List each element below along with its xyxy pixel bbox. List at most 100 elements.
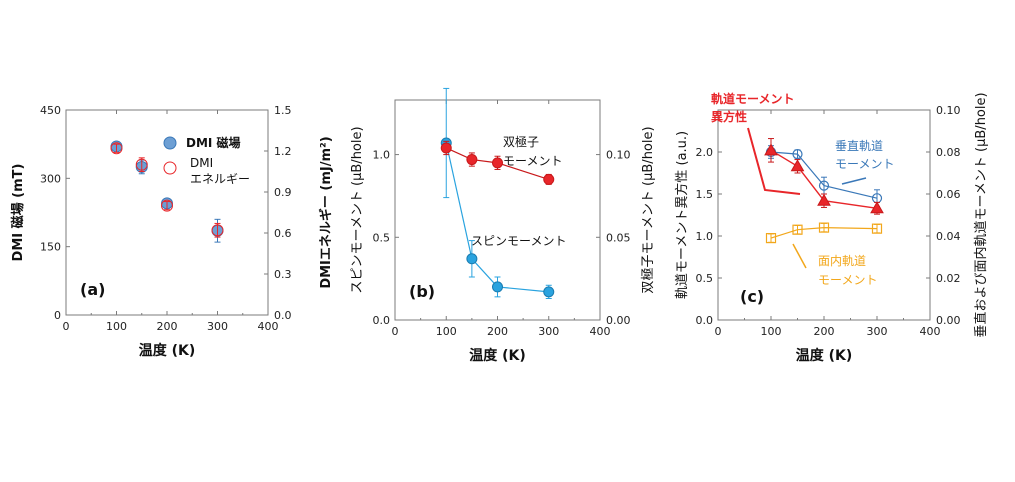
yr-tick-label: 1.5 <box>274 104 292 117</box>
dipole-moment-point <box>440 142 452 154</box>
dipole-moment-point <box>543 173 555 185</box>
x-tick-label: 200 <box>157 320 178 333</box>
yr-tick-label: 0.10 <box>936 104 961 117</box>
annotation-anisotropy-1: 軌道モーメント <box>711 91 795 106</box>
annotation-inplane-1: 面内軌道 <box>818 253 866 268</box>
annotation-inplane-2: モーメント <box>818 273 878 287</box>
x-tick-label: 200 <box>814 325 835 338</box>
y-axis-label-right: 垂直および面内軌道モーメント (μB/hole) <box>973 92 989 337</box>
legend-label-energy-2: エネルギー <box>190 172 250 186</box>
x-tick-label: 400 <box>920 325 941 338</box>
legend-marker-field <box>163 136 177 150</box>
anisotropy-point <box>870 201 884 214</box>
dmi-energy-point <box>211 224 224 237</box>
panel-1-axes: 0 100 200 300 400 0 150 300 450 0.0 0.3 0.6 0.9 1.2 1.… <box>10 104 334 359</box>
panel-2-axes: 0 100 200 300 400 0.0 0.5 1.0 0.00 0.05 0.10 温度 (K)… <box>350 87 656 364</box>
x-tick-label: 400 <box>258 320 279 333</box>
yl-tick-label: 300 <box>40 172 61 185</box>
panel-label: (a) <box>80 280 105 299</box>
y-axis-label-right: 双極子モーメント (μB/hole) <box>640 126 656 293</box>
yr-tick-label: 0.3 <box>274 268 292 281</box>
yr-tick-label: 0.08 <box>936 146 961 159</box>
y-axis-label-left: DMI 磁場 (mT) <box>10 164 26 262</box>
legend-marker-energy <box>163 161 177 175</box>
inplane-moment-line <box>770 226 878 239</box>
x-tick-label: 0 <box>715 325 722 338</box>
annotation-anisotropy-2: 異方性 <box>711 109 747 124</box>
yr-tick-label: 0.00 <box>606 314 631 327</box>
x-tick-label: 0 <box>392 325 399 338</box>
dmi-energy-point <box>135 158 148 171</box>
anisotropy-point <box>790 159 805 172</box>
perpendicular-moment-point <box>792 149 803 160</box>
annotation-perpendicular-1: 垂直軌道 <box>835 138 883 153</box>
yr-tick-label: 0.06 <box>936 188 961 201</box>
yr-tick-label: 0.10 <box>606 149 631 162</box>
x-tick-label: 400 <box>590 325 611 338</box>
x-tick-label: 100 <box>106 320 127 333</box>
yl-tick-label: 1.5 <box>696 188 714 201</box>
yl-tick-label: 0.5 <box>696 272 714 285</box>
x-tick-label: 100 <box>436 325 457 338</box>
inplane-pointer <box>792 243 807 269</box>
dmi-energy-point <box>161 199 173 212</box>
panel-3-axes: 0 100 200 300 400 0.0 0.5 1.0 1.5 2.0 0.00 0.02 0.04… <box>674 91 989 364</box>
x-tick-label: 0 <box>63 320 70 333</box>
x-tick-label: 200 <box>487 325 508 338</box>
yl-tick-label: 0.0 <box>696 314 714 327</box>
yr-tick-label: 0.6 <box>274 227 292 240</box>
anisotropy-point <box>817 193 831 206</box>
yl-tick-label: 450 <box>40 104 61 117</box>
spin-moment-point <box>466 253 478 265</box>
annotation-dipole-1: 双極子 <box>503 134 539 149</box>
panel-label: (c) <box>740 287 764 306</box>
spin-moment-line <box>445 142 549 293</box>
x-tick-label: 300 <box>538 325 559 338</box>
yl-tick-label: 0 <box>54 309 61 322</box>
annotation-dipole-2: モーメント <box>503 154 563 168</box>
panel-label: (b) <box>409 282 435 301</box>
yr-tick-label: 0.04 <box>936 230 961 243</box>
anisotropy-line <box>770 149 878 209</box>
yl-tick-label: 1.0 <box>373 149 391 162</box>
inplane-moment-point <box>792 224 803 235</box>
legend-label-field: DMI 磁場 <box>186 135 241 150</box>
dmi-energy-point <box>110 142 123 155</box>
yr-tick-label: 0.05 <box>606 231 631 244</box>
yl-tick-label: 0.0 <box>373 314 391 327</box>
x-tick-label: 100 <box>761 325 782 338</box>
yr-tick-label: 0.0 <box>274 309 292 322</box>
spin-moment-point <box>492 281 503 293</box>
annotation-spin: スピンモーメント <box>471 234 567 248</box>
yl-tick-label: 150 <box>40 241 61 254</box>
yr-tick-label: 0.00 <box>936 314 961 327</box>
yl-tick-label: 1.0 <box>696 230 714 243</box>
perpendicular-pointer <box>841 177 867 185</box>
perpendicular-moment-point <box>818 180 830 191</box>
dipole-moment-point <box>492 157 503 169</box>
legend-label-energy-1: DMI <box>190 156 213 170</box>
inplane-moment-point <box>818 222 830 233</box>
yl-tick-label: 0.5 <box>373 231 391 244</box>
yr-tick-label: 0.9 <box>274 186 292 199</box>
x-axis-label: 温度 (K) <box>469 347 526 364</box>
yr-tick-label: 1.2 <box>274 145 292 158</box>
x-axis-label: 温度 (K) <box>139 342 196 359</box>
anisotropy-pointer <box>747 127 801 195</box>
x-tick-label: 300 <box>867 325 888 338</box>
perpendicular-moment-line <box>770 151 878 199</box>
y-axis-label-left: 軌道モーメント異方性 (a.u.) <box>674 131 690 299</box>
y-axis-label-right: DMIエネルギー (mJ/m²) <box>318 136 334 288</box>
x-tick-label: 300 <box>207 320 228 333</box>
anisotropy-point <box>764 143 778 156</box>
dipole-moment-line <box>446 147 549 180</box>
inplane-moment-point <box>871 223 883 234</box>
dipole-moment-point <box>466 154 478 166</box>
yr-tick-label: 0.02 <box>936 272 961 285</box>
inplane-moment-point <box>765 233 777 244</box>
x-axis-label: 温度 (K) <box>796 347 853 364</box>
yl-tick-label: 2.0 <box>696 146 714 159</box>
annotation-perpendicular-2: モーメント <box>835 157 895 171</box>
spin-moment-point <box>543 286 555 298</box>
